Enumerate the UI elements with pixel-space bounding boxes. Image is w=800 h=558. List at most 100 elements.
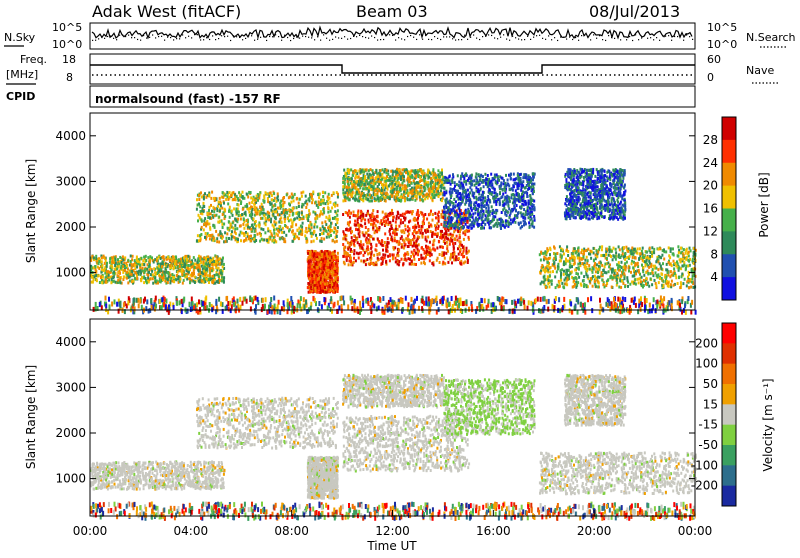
echo-cell bbox=[460, 177, 462, 180]
echo-cell bbox=[259, 232, 261, 235]
echo-cell bbox=[405, 228, 407, 231]
echo-cell bbox=[428, 225, 430, 228]
echo-cell bbox=[250, 206, 252, 209]
echo-cell bbox=[315, 278, 317, 281]
echo-cell bbox=[381, 240, 383, 243]
echo-cell bbox=[216, 214, 218, 217]
echo-cell bbox=[237, 218, 239, 221]
echo-cell bbox=[392, 174, 394, 177]
echo-cell bbox=[160, 262, 162, 265]
noise-search-point bbox=[311, 37, 312, 38]
echo-cell bbox=[366, 245, 368, 248]
noise-search-point bbox=[227, 36, 228, 37]
noise-search-point bbox=[638, 39, 639, 40]
echo-cell bbox=[263, 214, 265, 217]
echo-cell bbox=[441, 230, 443, 233]
noise-left-tick-bottom: 10^0 bbox=[52, 38, 82, 51]
echo-cell bbox=[360, 180, 362, 183]
echo-cell bbox=[229, 223, 231, 226]
echo-cell bbox=[268, 212, 270, 215]
echo-cell bbox=[458, 257, 460, 260]
echo-cell bbox=[132, 255, 134, 258]
echo-cell bbox=[254, 206, 256, 209]
echo-cell bbox=[430, 196, 432, 199]
echo-cell bbox=[301, 195, 303, 198]
echo-cell bbox=[356, 238, 358, 241]
echo-cell bbox=[230, 194, 232, 197]
echo-cell bbox=[120, 281, 122, 284]
noise-search-point bbox=[605, 40, 606, 41]
echo-cell bbox=[147, 256, 149, 259]
echo-cell bbox=[143, 256, 145, 259]
echo-cell bbox=[423, 180, 425, 183]
echo-cell bbox=[342, 177, 344, 180]
echo-cell bbox=[336, 259, 338, 262]
echo-cell bbox=[183, 279, 185, 282]
echo-cell bbox=[235, 219, 237, 222]
echo-cell bbox=[237, 197, 239, 200]
echo-cell bbox=[453, 247, 455, 250]
echo-cell bbox=[240, 218, 242, 221]
echo-cell bbox=[449, 243, 451, 246]
echo-cell bbox=[329, 257, 331, 260]
echo-cell bbox=[321, 232, 323, 235]
echo-cell bbox=[432, 243, 434, 246]
echo-cell bbox=[324, 291, 326, 294]
echo-cell bbox=[250, 191, 252, 194]
echo-cell bbox=[377, 175, 379, 178]
echo-cell bbox=[258, 210, 260, 213]
echo-cell bbox=[203, 196, 205, 199]
echo-cell bbox=[210, 234, 212, 237]
echo-cell bbox=[278, 225, 280, 228]
echo-cell bbox=[220, 204, 222, 207]
echo-cell bbox=[90, 274, 92, 277]
echo-cell bbox=[318, 200, 320, 203]
echo-cell bbox=[444, 262, 446, 265]
echo-cell bbox=[425, 238, 427, 241]
echo-cell bbox=[427, 236, 429, 239]
echo-cell bbox=[296, 206, 298, 209]
echo-cell bbox=[432, 176, 434, 179]
echo-cell bbox=[320, 274, 322, 277]
echo-cell bbox=[429, 171, 431, 174]
echo-cell bbox=[301, 191, 303, 194]
echo-cell bbox=[295, 212, 297, 215]
noise-search-point bbox=[455, 39, 456, 40]
echo-cell bbox=[382, 253, 384, 256]
echo-cell bbox=[322, 195, 324, 198]
echo-cell bbox=[222, 226, 224, 229]
echo-cell bbox=[228, 237, 230, 240]
echo-cell bbox=[420, 262, 422, 265]
echo-cell bbox=[345, 211, 347, 214]
echo-cell bbox=[103, 269, 105, 272]
echo-cell bbox=[287, 226, 289, 229]
echo-cell bbox=[419, 180, 421, 183]
echo-cell bbox=[205, 224, 207, 227]
echo-cell bbox=[208, 195, 210, 198]
noise-search-point bbox=[413, 37, 414, 38]
echo-cell bbox=[269, 192, 271, 195]
noise-search-point bbox=[551, 39, 552, 40]
echo-cell bbox=[254, 230, 256, 233]
echo-cell bbox=[487, 174, 489, 177]
echo-cell bbox=[199, 234, 201, 237]
echo-cell bbox=[370, 219, 372, 222]
echo-cell bbox=[163, 270, 165, 273]
echo-cell bbox=[172, 260, 174, 263]
echo-cell bbox=[200, 261, 202, 264]
echo-cell bbox=[394, 170, 396, 173]
echo-cell bbox=[244, 212, 246, 215]
noise-search-point bbox=[275, 34, 276, 35]
echo-cell bbox=[218, 216, 220, 219]
echo-cell bbox=[267, 200, 269, 203]
echo-cell bbox=[321, 250, 323, 253]
echo-cell bbox=[299, 198, 301, 201]
echo-cell bbox=[122, 271, 124, 274]
echo-cell bbox=[153, 261, 155, 264]
echo-cell bbox=[266, 239, 268, 242]
echo-cell bbox=[363, 260, 365, 263]
echo-cell bbox=[343, 169, 345, 172]
echo-cell bbox=[233, 207, 235, 210]
echo-cell bbox=[440, 223, 442, 226]
echo-cell bbox=[392, 219, 394, 222]
